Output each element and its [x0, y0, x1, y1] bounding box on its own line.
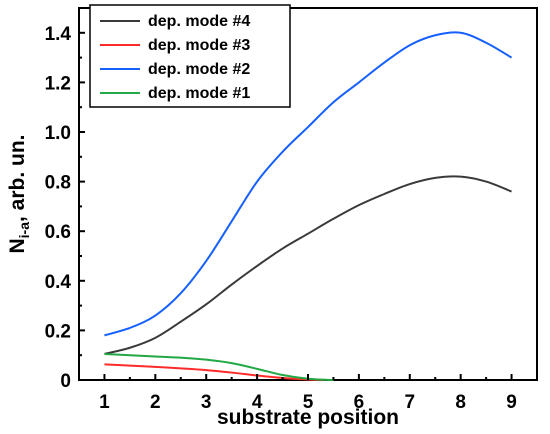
y-tick-label: 0.4 [45, 272, 72, 293]
series-line-2 [104, 363, 324, 381]
x-tick-label: 5 [303, 392, 314, 413]
legend-label: dep. mode #2 [148, 61, 250, 78]
y-tick-label: 1.2 [45, 73, 71, 94]
y-tick-label: 1.0 [45, 123, 71, 144]
y-tick-label: 1.4 [45, 24, 72, 45]
y-tick-label: 0.2 [45, 321, 71, 342]
y-axis-title-main: N [6, 238, 29, 253]
x-tick-label: 9 [506, 392, 517, 413]
x-tick-label: 4 [252, 392, 263, 413]
x-tick-label: 6 [354, 392, 365, 413]
legend-label: dep. mode #4 [148, 13, 250, 30]
legend-label: dep. mode #3 [148, 37, 250, 54]
y-tick-label: 0.6 [45, 222, 71, 243]
series-line-4 [104, 352, 334, 381]
y-tick-label: 0.8 [45, 173, 71, 194]
legend-label: dep. mode #1 [148, 85, 250, 102]
x-tick-label: 2 [150, 392, 161, 413]
x-axis-title: substrate position [217, 406, 399, 429]
y-axis-title-subscript: i-a [16, 222, 32, 239]
x-tick-label: 8 [455, 392, 466, 413]
y-tick-label: 0 [60, 371, 71, 392]
y-axis-title: Ni-a, arb. un. [6, 134, 32, 253]
series-line-3 [104, 31, 513, 337]
x-tick-label: 1 [99, 392, 110, 413]
series-line-1 [104, 175, 512, 355]
x-tick-label: 3 [201, 392, 212, 413]
x-tick-label: 7 [404, 392, 415, 413]
y-axis-title-rest: , arb. un. [6, 134, 29, 222]
